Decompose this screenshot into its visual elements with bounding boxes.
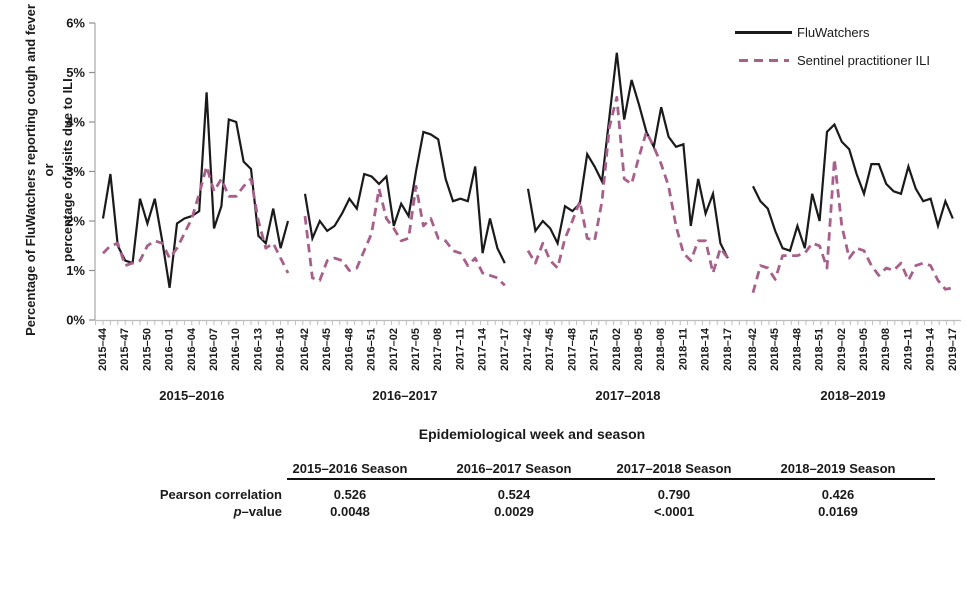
week-tick-label: 2017–48 — [566, 328, 578, 371]
week-tick-label: 2018–11 — [677, 328, 689, 370]
sentinel-line — [751, 157, 954, 294]
season-label: 2016–2017 — [372, 388, 437, 403]
fluwatchers-line — [303, 130, 506, 264]
week-tick-label: 2019–02 — [836, 328, 848, 371]
sentinel-line — [526, 95, 729, 275]
flu-trend-chart: 0% 1% 2% 3% 4% 5% 6% 2015–44 2015–47 2015–50 2016–… — [66, 16, 961, 403]
chart-legend: FluWatchers Sentinel practitioner ILI — [735, 24, 930, 80]
week-tick-label: 2018–08 — [655, 328, 667, 371]
season-label: 2015–2016 — [159, 388, 224, 403]
y-tick-label: 0% — [66, 313, 85, 328]
y-tick-label: 1% — [66, 263, 85, 278]
week-tick-label: 2015–50 — [141, 328, 153, 371]
week-tick-label: 2017–08 — [432, 328, 444, 371]
fluwatchers-line — [101, 92, 290, 288]
fluwatchers-line — [526, 52, 729, 259]
season-label: 2018–2019 — [820, 388, 885, 403]
week-tick-label: 2016–04 — [186, 327, 198, 371]
week-tick-label: 2016–13 — [252, 328, 264, 371]
sentinel-line — [102, 165, 290, 274]
week-tick-label: 2017–51 — [589, 328, 601, 371]
week-tick-label: 2018–17 — [722, 328, 734, 371]
week-tick-label: 2018–51 — [814, 328, 826, 371]
week-tick-label: 2018–42 — [747, 328, 759, 371]
week-tick-label: 2016–07 — [208, 328, 220, 371]
week-tick-label: 2016–45 — [321, 328, 333, 371]
dashed-line-swatch-icon — [739, 59, 789, 62]
y-tick-label: 4% — [66, 115, 85, 130]
week-tick-label: 2015–47 — [119, 328, 131, 371]
week-tick-label: 2019–11 — [902, 328, 914, 370]
week-tick-label: 2015–44 — [97, 327, 109, 371]
week-tick-label: 2017–17 — [499, 328, 511, 371]
table-col-header: 2016–2017 Season — [456, 461, 572, 476]
week-tick-label: 2016–48 — [343, 328, 355, 371]
table-col-header: 2017–2018 Season — [616, 461, 732, 476]
table-col-header: 2018–2019 Season — [780, 461, 896, 476]
week-tick-label: 2018–05 — [633, 328, 645, 371]
solid-line-swatch-icon — [735, 31, 792, 34]
pearson-value: 0.426 — [821, 487, 855, 502]
table-row-label-pearson: Pearson correlation — [159, 487, 282, 502]
y-axis-label-line1: Percentage of FluWatchers reporting coug… — [23, 4, 57, 336]
season-label: 2017–2018 — [595, 388, 660, 403]
week-tick-label: 2017–45 — [544, 328, 556, 371]
fluwatchers-line — [752, 122, 954, 253]
y-axis-label: Percentage of FluWatchers reporting coug… — [22, 3, 75, 337]
table-header-rule — [287, 478, 935, 480]
week-tick-label: 2019–05 — [858, 328, 870, 371]
p-rest: –value — [241, 504, 282, 519]
p-value: <.0001 — [653, 504, 695, 519]
pearson-value: 0.526 — [333, 487, 367, 502]
week-tick-label: 2019–08 — [880, 328, 892, 371]
week-tick-label: 2018–02 — [611, 328, 623, 371]
pearson-value: 0.524 — [497, 487, 531, 502]
y-tick-label: 5% — [66, 65, 85, 80]
table-row-label-pvalue: p–value — [80, 504, 282, 519]
week-tick-label: 2016–10 — [230, 328, 242, 371]
week-tick-label: 2017–05 — [410, 328, 422, 371]
table-col-header: 2015–2016 Season — [292, 461, 408, 476]
week-tick-label: 2018–45 — [769, 328, 781, 371]
p-italic: p — [233, 504, 242, 519]
week-tick-label: 2018–14 — [700, 327, 712, 371]
p-value: 0.0029 — [494, 504, 534, 519]
week-tick-label: 2016–51 — [366, 328, 378, 371]
y-axis-label-line2: percentage of visits due to ILI — [59, 78, 75, 262]
y-tick-label: 2% — [66, 214, 85, 229]
week-tick-label: 2016–16 — [275, 328, 287, 371]
y-tick-label: 3% — [66, 164, 85, 179]
week-tick-label: 2017–11 — [454, 328, 466, 370]
legend-label: FluWatchers — [797, 25, 870, 40]
week-tick-label: 2018–48 — [791, 328, 803, 371]
week-tick-label: 2019–14 — [925, 327, 937, 371]
week-tick-label: 2019–17 — [947, 328, 959, 371]
week-tick-label: 2016–01 — [164, 328, 176, 371]
pearson-value: 0.790 — [657, 487, 691, 502]
week-tick-label: 2017–42 — [522, 328, 534, 371]
sentinel-line — [303, 184, 506, 287]
legend-item-fluwatchers: FluWatchers — [735, 24, 930, 41]
x-axis-title: Epidemiological week and season — [418, 426, 646, 442]
week-tick-label: 2017–02 — [388, 328, 400, 371]
week-tick-label: 2017–14 — [477, 327, 489, 371]
p-value: 0.0048 — [330, 504, 370, 519]
y-tick-label: 6% — [66, 16, 85, 31]
p-value: 0.0169 — [818, 504, 858, 519]
legend-item-sentinel: Sentinel practitioner ILI — [735, 52, 930, 69]
week-tick-label: 2016–42 — [299, 328, 311, 371]
legend-label: Sentinel practitioner ILI — [797, 53, 930, 68]
